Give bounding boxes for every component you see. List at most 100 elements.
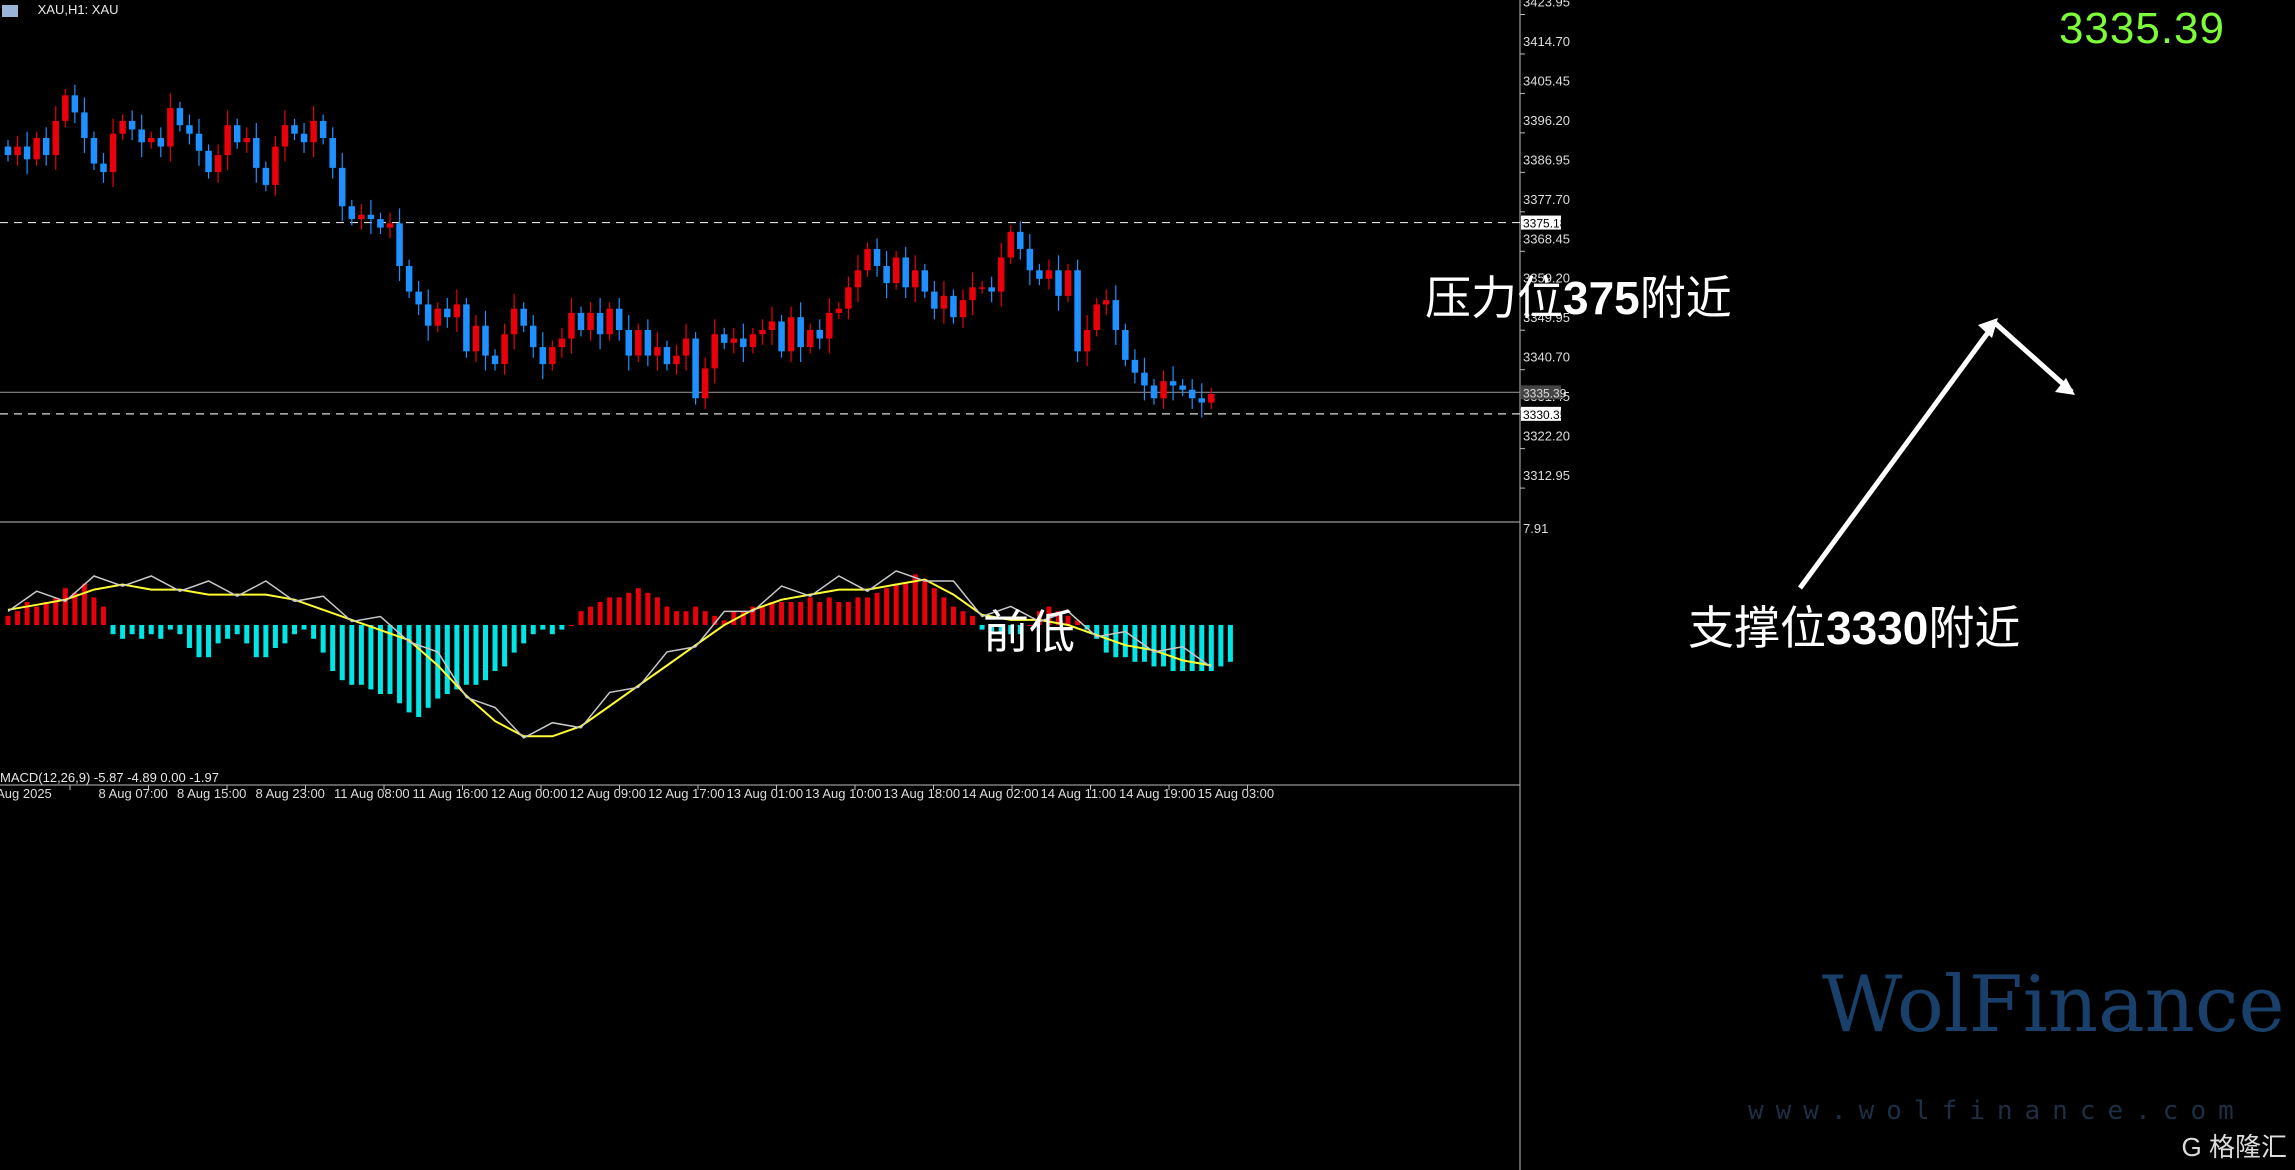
macd-histogram-bar xyxy=(81,583,87,625)
candle-body xyxy=(1112,300,1120,330)
level-price-box xyxy=(1521,406,1561,421)
candle-body xyxy=(549,347,556,365)
candle-body xyxy=(358,214,365,220)
candle-body xyxy=(615,308,623,330)
macd-histogram-bar xyxy=(970,615,976,625)
candle-body xyxy=(444,308,451,318)
macd-histogram-bar xyxy=(912,574,918,625)
chart-header: XAU,H1: XAU xyxy=(2,2,119,17)
macd-histogram-bar xyxy=(1208,625,1214,671)
macd-histogram-bar xyxy=(654,597,660,625)
macd-histogram-bar xyxy=(377,625,383,694)
y-tick-label: 3359.20 xyxy=(1523,271,1570,286)
macd-histogram-bar xyxy=(1056,611,1061,625)
macd-histogram-bar xyxy=(358,625,364,685)
candle-body xyxy=(1141,372,1148,386)
macd-histogram-bar xyxy=(788,602,794,625)
macd-histogram-bar xyxy=(578,611,584,625)
macd-histogram-bar xyxy=(62,588,68,625)
macd-histogram-bar xyxy=(167,625,173,630)
macd-histogram-bar xyxy=(139,625,145,639)
candle-body xyxy=(539,347,547,365)
x-tick-label: 7 Aug 2025 xyxy=(0,786,52,801)
y-tick-label: 3368.45 xyxy=(1523,231,1570,246)
candle-body xyxy=(1036,270,1043,279)
x-tick-label: 13 Aug 10:00 xyxy=(805,786,882,801)
candle-body xyxy=(692,338,699,399)
macd-histogram-bar xyxy=(674,611,679,625)
candle-body xyxy=(463,304,470,352)
projection-arrowhead-up xyxy=(1978,318,1998,338)
candle-body xyxy=(482,325,489,356)
candle-body xyxy=(501,334,508,365)
candle-body xyxy=(262,167,270,185)
macd-histogram-bar xyxy=(559,625,565,630)
macd-histogram-bar xyxy=(1122,625,1128,658)
macd-histogram-bar xyxy=(903,583,909,625)
macd-histogram-bar xyxy=(72,592,78,625)
candle-body xyxy=(33,138,40,160)
candle-body xyxy=(4,146,12,156)
x-tick-label: 12 Aug 09:00 xyxy=(570,786,647,801)
candle-body xyxy=(300,133,308,143)
brand-logo: G 格隆汇 xyxy=(2181,1132,2287,1162)
candle-body xyxy=(23,146,31,160)
macd-histogram-bar xyxy=(463,625,469,685)
macd-histogram-bar xyxy=(759,606,765,625)
level-price-box xyxy=(1521,215,1561,230)
candle-body xyxy=(921,270,929,292)
candle-body xyxy=(281,125,289,147)
macd-histogram-bar xyxy=(444,625,450,694)
x-tick-label: 8 Aug 07:00 xyxy=(99,786,168,801)
macd-histogram-bar xyxy=(225,625,231,639)
candle-body xyxy=(749,334,757,348)
candle-body xyxy=(1083,330,1091,352)
macd-histogram-bar xyxy=(893,583,899,625)
macd-histogram-bar xyxy=(931,588,937,625)
candle-body xyxy=(701,368,709,399)
x-tick-label: 8 Aug 15:00 xyxy=(177,786,246,801)
candle-body xyxy=(1045,270,1053,279)
macd-histogram-bar xyxy=(292,625,297,635)
x-tick-label: 8 Aug 23:00 xyxy=(256,786,325,801)
candle-body xyxy=(797,317,804,348)
level-price-label: 3335.39 xyxy=(1523,386,1567,400)
macd-histogram-bar xyxy=(979,625,985,630)
y-tick-label: 3414.70 xyxy=(1523,34,1570,49)
candle-body xyxy=(42,138,50,156)
macd-histogram-bar xyxy=(101,606,106,625)
candle-body xyxy=(768,321,776,330)
candle-body xyxy=(52,120,59,156)
candle-body xyxy=(530,325,537,348)
macd-histogram-bar xyxy=(1161,625,1167,667)
macd-histogram-bar xyxy=(53,597,59,625)
candle-body xyxy=(1150,385,1158,399)
macd-histogram-bar xyxy=(320,625,326,653)
macd-histogram-bar xyxy=(750,606,756,625)
macd-histogram-bar xyxy=(779,602,785,625)
candle-body xyxy=(663,347,671,365)
macd-y-tick-label: 7.91 xyxy=(1523,521,1548,536)
candle-body xyxy=(931,291,938,309)
macd-histogram-bar xyxy=(253,625,259,658)
macd-histogram-bar xyxy=(1199,625,1205,671)
candle-body xyxy=(1160,381,1167,399)
x-tick-label: 15 Aug 03:00 xyxy=(1198,786,1275,801)
macd-histogram-bar xyxy=(635,588,641,625)
macd-histogram-bar xyxy=(1218,625,1224,667)
x-tick-label: 14 Aug 02:00 xyxy=(962,786,1039,801)
candle-body xyxy=(711,334,718,369)
macd-histogram-bar xyxy=(301,625,307,630)
candle-body xyxy=(138,129,145,143)
candle-body xyxy=(854,270,862,288)
projection-arrowhead-down xyxy=(2055,378,2075,395)
macd-histogram-bar xyxy=(330,625,336,671)
macd-histogram-bar xyxy=(769,602,775,625)
candle-body xyxy=(520,308,527,326)
candle-body xyxy=(721,334,728,343)
macd-histogram-bar xyxy=(817,602,823,625)
macd-histogram-bar xyxy=(798,602,804,625)
candle-body xyxy=(845,287,852,309)
macd-histogram-bar xyxy=(712,615,718,625)
